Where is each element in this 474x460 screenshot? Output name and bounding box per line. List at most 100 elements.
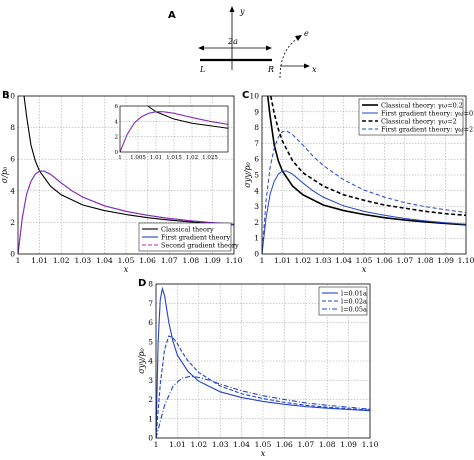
panel-d-x-tick-label: 1.09	[340, 440, 357, 449]
panel-c-y-tick-label: 9	[254, 107, 259, 116]
inset-x-tick-label: 1.005	[130, 155, 146, 161]
panel-c-legend-label: First gradient theory: γω=2	[381, 125, 473, 133]
panel-c-y-tick-label: 3	[254, 202, 259, 211]
panel-b-series-line-1	[23, 96, 234, 226]
panel-c-x-tick-label: 1.02	[294, 256, 311, 265]
panel-b-y-tick-label: 10	[5, 92, 15, 101]
panel-d-x-tick-label: 1	[154, 440, 159, 449]
panel-c-y-tick-label: 5	[254, 171, 259, 180]
panel-b-series-line-3	[18, 170, 234, 254]
panel-d-panel-letter: D	[138, 278, 146, 289]
panel-c-series-line-4	[262, 130, 466, 254]
panel-d-y-tick-label: 0	[148, 434, 153, 443]
panel-b-y-tick-label: 4	[10, 186, 15, 195]
panel-d-x-tick-label: 1.01	[169, 440, 186, 449]
panel-b-x-tick-label: 1.07	[161, 256, 178, 265]
panel-b-x-tick-label: 1.01	[31, 256, 48, 265]
panel-c-series-line-3	[269, 96, 466, 217]
panel-b-x-axis-label: x	[124, 265, 129, 274]
panel-d-y-tick-label: 7	[148, 299, 153, 308]
inset-frame	[119, 105, 229, 153]
panel-c-x-tick-label: 1.08	[417, 256, 434, 265]
panel-b-frame	[17, 95, 235, 255]
inset-x-tick-label: 1	[118, 155, 122, 161]
panel-b-x-tick-label: 1.10	[226, 256, 243, 265]
inset-x-tick-label: 1.025	[202, 155, 218, 161]
panel-c-y-tick-label: 7	[254, 139, 259, 148]
panel-d-y-tick-label: 4	[148, 357, 153, 366]
panel-d-x-tick-label: 1.07	[297, 440, 314, 449]
panel-c-y-tick-label: 4	[254, 186, 259, 195]
panel-d-legend-label: l=0.05a	[341, 305, 367, 313]
panel-c-x-tick-label: 1.03	[315, 256, 332, 265]
panel-c-chart: 1 1.01 1.02 1.03 1.04 1.05 1.06 1.07 1.08 1.09 1.1…	[242, 90, 474, 274]
panel-b-y-tick-label: 2	[10, 218, 15, 227]
right-tip-label: R	[267, 65, 274, 74]
panel-b-panel-letter: B	[2, 90, 10, 101]
schematic-panel: A y 2a L R x e	[168, 6, 317, 79]
panel-d-chart: 1 1.01 1.02 1.03 1.04 1.05 1.06 1.07 1.08 1.09 1.1…	[137, 278, 379, 458]
panel-d-y-axis-label: σyy/p₀	[137, 347, 146, 373]
panel-c-x-tick-label: 1.09	[437, 256, 454, 265]
crack-arrow-right-head	[266, 45, 272, 51]
panel-c-panel-letter: C	[242, 90, 249, 101]
panel-b-inset: 1 1.005 1.01 1.015 1.02 1.025 0 2 4 6	[115, 104, 229, 161]
schematic-x-label: x	[312, 65, 317, 74]
panel-d-x-tick-label: 1.08	[319, 440, 336, 449]
panel-c-series-line-1	[266, 96, 466, 226]
panel-c-y-tick-label: 1	[254, 234, 259, 243]
panel-c-x-axis-label: x	[362, 265, 367, 274]
panel-d-y-tick-label: 2	[148, 395, 153, 404]
panel-c-y-tick-label: 6	[254, 155, 259, 164]
left-tip-label: L	[199, 65, 205, 74]
panel-c-frame	[261, 95, 467, 255]
panel-c-y-tick-label: 0	[254, 250, 259, 259]
panel-d-y-tick-label: 6	[148, 318, 153, 327]
panel-d-x-tick-label: 1.06	[276, 440, 293, 449]
panel-c-y-tick-label: 10	[249, 92, 259, 101]
panel-label-a: A	[168, 10, 176, 21]
panel-d-x-tick-label: 1.03	[212, 440, 229, 449]
panel-d-y-tick-label: 8	[148, 280, 153, 289]
panel-d-frame	[155, 283, 371, 439]
panel-b-x-tick-label: 1	[16, 256, 21, 265]
panel-b-y-tick-label: 8	[10, 123, 15, 132]
inset-series-line-3	[120, 111, 228, 152]
panel-d-x-tick-label: 1.02	[190, 440, 207, 449]
panel-d-y-tick-label: 3	[148, 376, 153, 385]
x-axis-arrowhead	[304, 63, 310, 69]
crack-arrow-left-head	[198, 45, 204, 51]
panel-b-x-tick-label: 1.03	[74, 256, 91, 265]
panel-d-x-tick-label: 1.04	[233, 440, 250, 449]
panel-b-x-tick-label: 1.02	[53, 256, 70, 265]
panel-d-legend-label: l=0.02a	[341, 297, 367, 305]
panel-b-x-tick-label: 1.09	[204, 256, 221, 265]
integration-path-label: e	[304, 29, 309, 38]
panel-b-y-tick-label: 0	[10, 250, 15, 259]
inset-x-tick-label: 1.015	[166, 155, 182, 161]
panel-c-x-tick-label: 1	[260, 256, 265, 265]
panel-b-legend-label: Second gradient theory	[161, 241, 239, 249]
panel-d-x-tick-label: 1.10	[362, 440, 379, 449]
inset-y-tick-label: 4	[115, 119, 119, 125]
panel-b-chart: 1 1.01 1.02 1.03 1.04 1.05 1.06 1.07 1.08 1.09 1.1…	[0, 90, 243, 274]
panel-c-series-line-2	[262, 170, 466, 254]
inset-x-tick-label: 1.01	[150, 155, 162, 161]
panel-b-x-tick-label: 1.08	[182, 256, 199, 265]
panel-c-y-axis-label: σyy/p₀	[243, 161, 252, 187]
panel-b-x-tick-label: 1.06	[139, 256, 156, 265]
panel-d-y-tick-label: 5	[148, 337, 153, 346]
panel-b-legend-label: Classical theory	[161, 225, 214, 233]
panel-c-x-tick-label: 1.05	[356, 256, 373, 265]
y-axis-arrowhead	[229, 6, 235, 12]
panel-d-series-line-1	[156, 286, 370, 438]
panel-b-y-tick-label: 6	[10, 155, 15, 164]
panel-c-x-tick-label: 1.01	[274, 256, 291, 265]
panel-c-x-tick-label: 1.06	[376, 256, 393, 265]
panel-d-legend-label: l=0.01a	[341, 289, 367, 297]
inset-y-tick-label: 0	[115, 150, 119, 156]
panel-d-legend-box	[318, 286, 368, 316]
inset-y-tick-label: 6	[115, 104, 119, 110]
integration-path-arrowhead	[295, 35, 302, 41]
